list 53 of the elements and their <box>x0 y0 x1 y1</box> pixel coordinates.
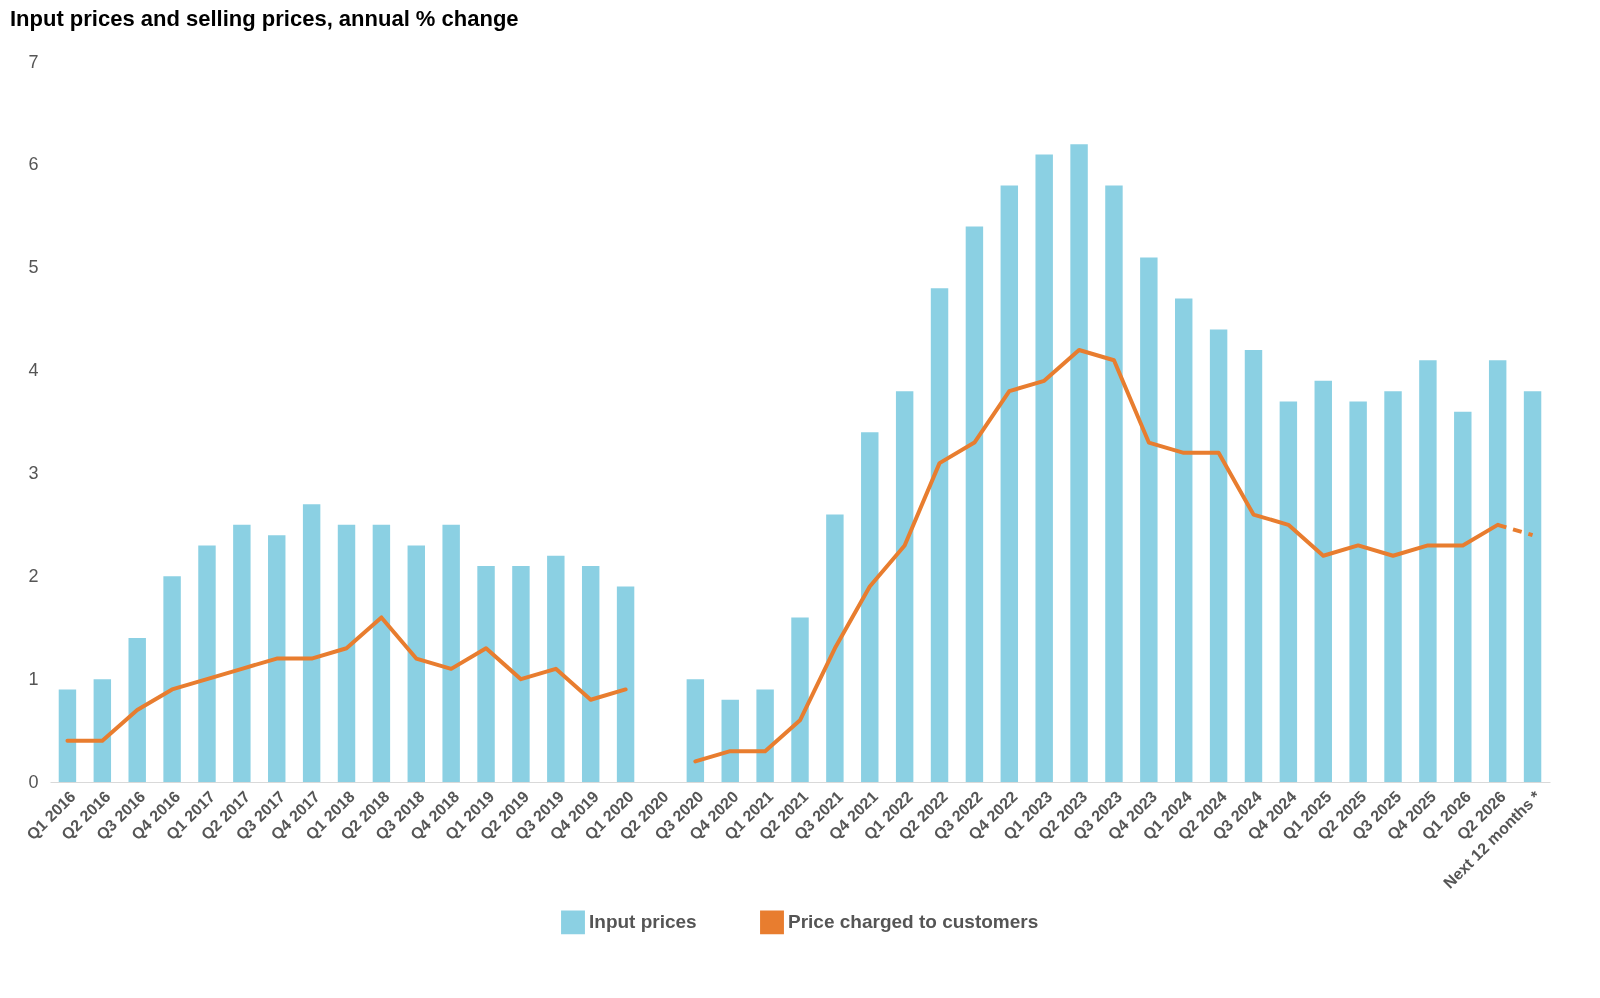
bar <box>826 514 844 782</box>
bar <box>1314 380 1332 782</box>
chart-title: Input prices and selling prices, annual % change <box>10 6 519 31</box>
bar <box>1105 185 1123 782</box>
bar <box>1175 298 1193 782</box>
bar <box>547 555 565 782</box>
bar <box>791 617 809 782</box>
bar <box>1070 144 1088 782</box>
y-tick-label: 5 <box>28 257 39 278</box>
bar <box>965 226 984 782</box>
bar <box>58 689 77 782</box>
bar <box>1488 360 1507 782</box>
bar <box>512 566 530 782</box>
bar <box>1209 329 1228 782</box>
bar <box>1000 185 1019 782</box>
bar <box>861 432 879 782</box>
bar <box>581 566 600 782</box>
bar <box>756 689 774 782</box>
bar <box>233 524 251 782</box>
bar <box>198 545 216 782</box>
bar <box>1454 411 1472 782</box>
bar <box>1035 154 1053 782</box>
bar <box>721 699 739 782</box>
bar <box>616 586 635 782</box>
y-tick-label: 6 <box>28 154 39 175</box>
bar <box>268 535 286 782</box>
bar <box>372 524 391 782</box>
y-tick-label: 0 <box>28 771 39 792</box>
y-tick-label: 3 <box>28 462 39 483</box>
bar <box>93 679 112 782</box>
legend-label: Input prices <box>589 911 697 933</box>
legend-label: Price charged to customers <box>788 911 1039 933</box>
bar <box>1523 391 1542 782</box>
bar <box>163 576 181 782</box>
bar <box>1140 257 1158 782</box>
bar <box>407 545 425 782</box>
y-tick-label: 1 <box>28 668 39 689</box>
bar <box>302 504 321 782</box>
bar <box>1244 350 1263 782</box>
bar <box>477 566 495 782</box>
bar <box>686 679 705 782</box>
bar <box>1384 391 1402 782</box>
bar <box>1419 360 1437 782</box>
bar <box>337 524 356 782</box>
y-tick-label: 4 <box>28 360 39 381</box>
bar <box>895 391 914 782</box>
y-tick-label: 2 <box>28 565 39 586</box>
bar <box>128 638 146 782</box>
bar <box>442 524 460 782</box>
bar <box>930 288 949 782</box>
bar <box>1349 401 1367 782</box>
y-tick-label: 7 <box>28 51 39 72</box>
bar <box>1279 401 1298 782</box>
